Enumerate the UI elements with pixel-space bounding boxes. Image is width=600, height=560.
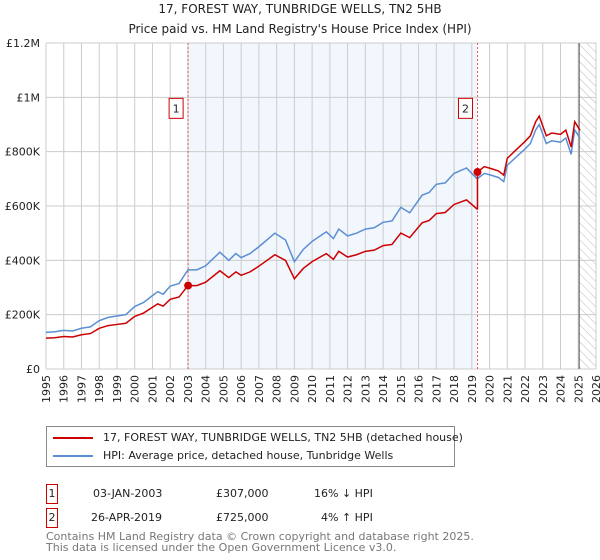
x-tick-label: 2000 <box>129 375 142 403</box>
y-tick-label: £800K <box>5 146 41 159</box>
x-tick-label: 2017 <box>430 375 443 403</box>
x-tick-label: 2024 <box>555 375 568 403</box>
x-tick-label: 2006 <box>235 375 248 403</box>
x-tick-label: 2023 <box>537 375 550 403</box>
x-tick-label: 2026 <box>590 375 600 403</box>
x-tick-label: 2020 <box>484 375 497 403</box>
x-tick-label: 2008 <box>271 375 284 403</box>
sale-label: 2 <box>462 102 469 115</box>
footer-copyright: Contains HM Land Registry data © Crown c… <box>46 530 474 543</box>
x-tick-label: 2021 <box>501 375 514 403</box>
sale-marker-box: 1 <box>46 484 58 504</box>
x-tick-label: 2018 <box>448 375 461 403</box>
x-tick-label: 1996 <box>58 375 71 403</box>
sale-label-box <box>168 97 184 119</box>
legend-label: HPI: Average price, detached house, Tunb… <box>103 449 394 462</box>
sale-hpi-diff: 16% ↓ HPI <box>314 487 373 500</box>
sale-point <box>473 168 482 177</box>
hpi-line <box>45 122 581 334</box>
legend-label: 17, FOREST WAY, TUNBRIDGE WELLS, TN2 5HB… <box>103 431 463 444</box>
y-tick-label: £400K <box>5 254 41 267</box>
x-tick-label: 1998 <box>93 375 106 403</box>
x-tick-label: 2001 <box>146 375 159 403</box>
y-tick-label: £600K <box>5 200 41 213</box>
x-tick-label: 2007 <box>253 375 266 403</box>
x-tick-label: 1995 <box>40 375 53 403</box>
x-tick-label: 2022 <box>519 375 532 403</box>
chart-subtitle: Price paid vs. HM Land Registry's House … <box>128 22 472 36</box>
sale-date: 03-JAN-2003 <box>93 487 163 500</box>
x-tick-label: 2015 <box>395 375 408 403</box>
price-chart: 1995 1996 1997 1998 1999 2000 2001 2002 2003 2004… <box>5 37 600 403</box>
legend-item-hpi: HPI: Average price, detached house, Tunb… <box>53 449 393 462</box>
property-line-swatch <box>53 437 93 439</box>
x-tick-label: 2013 <box>359 375 372 403</box>
property-price-line <box>45 114 581 339</box>
y-tick-label: £1M <box>17 91 41 104</box>
x-tick-label: 1997 <box>75 375 88 403</box>
legend: 17, FOREST WAY, TUNBRIDGE WELLS, TN2 5HB… <box>46 426 463 467</box>
x-tick-label: 2025 <box>572 375 585 403</box>
sale-label-box <box>457 97 473 119</box>
sale-marker-box: 2 <box>46 508 58 528</box>
x-tick-label: 2010 <box>306 375 319 403</box>
legend-item-property: 17, FOREST WAY, TUNBRIDGE WELLS, TN2 5HB… <box>53 431 463 444</box>
sale-label: 1 <box>173 102 180 115</box>
y-tick-label: £1.2M <box>6 37 40 50</box>
footer-licence: This data is licensed under the Open Gov… <box>46 541 397 554</box>
x-tick-label: 2009 <box>288 375 301 403</box>
sale-hpi-diff: 4% ↑ HPI <box>321 511 373 524</box>
sale-price: £307,000 <box>216 487 269 500</box>
x-tick-label: 2019 <box>466 375 479 403</box>
x-tick-label: 2012 <box>342 375 355 403</box>
chart-title: 17, FOREST WAY, TUNBRIDGE WELLS, TN2 5HB <box>158 2 442 16</box>
x-tick-label: 2016 <box>413 375 426 403</box>
x-tick-label: 2014 <box>377 375 390 403</box>
x-tick-label: 2003 <box>182 375 195 403</box>
x-tick-label: 2005 <box>217 375 230 403</box>
y-tick-label: £0 <box>26 363 40 376</box>
x-tick-label: 2011 <box>324 375 337 403</box>
sale-price: £725,000 <box>216 511 269 524</box>
sale-point <box>184 281 193 290</box>
hpi-line-swatch <box>53 455 93 457</box>
x-tick-label: 2004 <box>200 375 213 403</box>
x-tick-label: 2002 <box>164 375 177 403</box>
x-tick-label: 1999 <box>111 375 124 403</box>
sale-date: 26-APR-2019 <box>91 511 163 524</box>
y-tick-label: £200K <box>5 309 41 322</box>
